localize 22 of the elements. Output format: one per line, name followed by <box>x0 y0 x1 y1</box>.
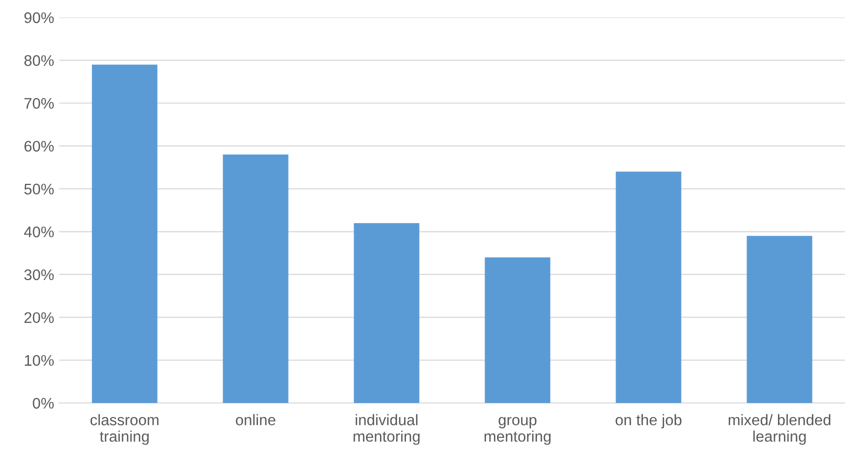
y-tick-label: 90% <box>24 12 54 24</box>
y-tick-label: 20% <box>24 312 54 324</box>
x-tick-label: classroom training <box>90 414 158 445</box>
y-tick-label: 10% <box>24 355 54 366</box>
x-tick-label: online <box>236 414 276 426</box>
y-tick-label: 70% <box>24 98 54 109</box>
x-tick-label: on the job <box>616 414 682 428</box>
x-tick-label: mixed/ blended learning <box>728 414 830 445</box>
y-tick-label: 60% <box>24 140 54 152</box>
x-tick-label: individual mentoring <box>354 414 420 445</box>
x-tick-label: group mentoring <box>484 416 551 445</box>
y-tick-label: 0% <box>32 398 54 409</box>
y-tick-label: 30% <box>24 269 54 280</box>
bar <box>616 172 682 403</box>
bar <box>92 64 158 403</box>
bar <box>484 257 550 403</box>
bar <box>222 154 288 403</box>
y-tick-label: 40% <box>24 226 54 238</box>
y-tick-label: 80% <box>24 55 54 66</box>
bar <box>354 223 420 403</box>
bar <box>746 236 812 403</box>
y-tick-label: 50% <box>24 184 54 194</box>
